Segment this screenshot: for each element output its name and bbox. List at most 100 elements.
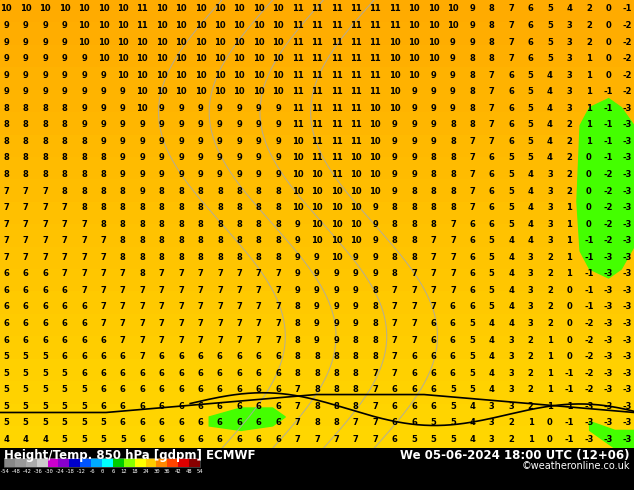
Text: 9: 9 bbox=[139, 170, 145, 179]
Text: 7: 7 bbox=[42, 203, 48, 212]
Text: 2: 2 bbox=[527, 385, 534, 394]
Text: 8: 8 bbox=[101, 170, 107, 179]
Text: 6: 6 bbox=[100, 336, 107, 344]
Text: 6: 6 bbox=[275, 402, 281, 411]
Bar bbox=[0, 157, 634, 179]
Text: 5: 5 bbox=[527, 71, 534, 80]
Text: 11: 11 bbox=[311, 38, 323, 47]
Text: 8: 8 bbox=[295, 319, 301, 328]
Text: -3: -3 bbox=[623, 270, 632, 278]
Text: 7: 7 bbox=[178, 302, 184, 312]
Text: 11: 11 bbox=[350, 54, 362, 63]
Text: 6: 6 bbox=[42, 270, 48, 278]
Text: 6: 6 bbox=[217, 435, 223, 444]
Text: 6: 6 bbox=[392, 385, 398, 394]
Text: -30: -30 bbox=[42, 469, 53, 474]
Text: 10: 10 bbox=[1, 4, 12, 13]
Text: -1: -1 bbox=[584, 253, 593, 262]
Text: 10: 10 bbox=[156, 87, 167, 96]
Text: 9: 9 bbox=[61, 71, 67, 80]
Text: 7: 7 bbox=[139, 286, 145, 295]
Text: 5: 5 bbox=[508, 170, 514, 179]
Text: 10: 10 bbox=[59, 4, 70, 13]
Text: 10: 10 bbox=[253, 87, 264, 96]
Text: 4: 4 bbox=[566, 4, 573, 13]
Text: 8: 8 bbox=[275, 187, 281, 196]
Polygon shape bbox=[577, 98, 634, 278]
Text: 7: 7 bbox=[23, 253, 29, 262]
Text: 6: 6 bbox=[508, 71, 514, 80]
Text: 10: 10 bbox=[330, 253, 342, 262]
Text: 8: 8 bbox=[372, 286, 378, 295]
Text: 7: 7 bbox=[236, 336, 242, 344]
Text: 9: 9 bbox=[120, 104, 126, 113]
Text: 10: 10 bbox=[292, 203, 304, 212]
Text: -3: -3 bbox=[623, 253, 632, 262]
Text: 6: 6 bbox=[527, 21, 534, 30]
Text: 8: 8 bbox=[198, 187, 204, 196]
Text: 10: 10 bbox=[156, 54, 167, 63]
Text: 10: 10 bbox=[330, 236, 342, 245]
Text: 6: 6 bbox=[469, 302, 476, 312]
Text: 7: 7 bbox=[353, 418, 359, 427]
Text: 7: 7 bbox=[372, 385, 378, 394]
Text: 0: 0 bbox=[605, 71, 611, 80]
Text: 11: 11 bbox=[292, 54, 304, 63]
Text: -1: -1 bbox=[565, 435, 574, 444]
Text: 9: 9 bbox=[256, 104, 262, 113]
Text: 6: 6 bbox=[275, 418, 281, 427]
Text: 8: 8 bbox=[139, 270, 145, 278]
Text: 8: 8 bbox=[158, 203, 165, 212]
Text: 10: 10 bbox=[233, 38, 245, 47]
Text: 0: 0 bbox=[567, 352, 573, 361]
Bar bbox=[0, 45, 634, 67]
Text: 8: 8 bbox=[3, 170, 10, 179]
Bar bbox=[15, 458, 26, 467]
Text: 2: 2 bbox=[547, 319, 553, 328]
Text: 7: 7 bbox=[372, 418, 378, 427]
Text: 9: 9 bbox=[61, 21, 67, 30]
Text: 8: 8 bbox=[178, 236, 184, 245]
Text: 8: 8 bbox=[217, 187, 223, 196]
Text: 4: 4 bbox=[508, 236, 514, 245]
Text: 3: 3 bbox=[567, 21, 573, 30]
Text: -3: -3 bbox=[623, 187, 632, 196]
Text: 11: 11 bbox=[330, 38, 342, 47]
Text: 9: 9 bbox=[430, 137, 436, 146]
Text: 6: 6 bbox=[158, 435, 165, 444]
Text: 6: 6 bbox=[256, 385, 262, 394]
Text: 9: 9 bbox=[333, 302, 339, 312]
Text: 6: 6 bbox=[23, 286, 29, 295]
Text: 11: 11 bbox=[311, 104, 323, 113]
Text: 11: 11 bbox=[292, 87, 304, 96]
Text: 7: 7 bbox=[392, 336, 398, 344]
Text: 5: 5 bbox=[61, 402, 68, 411]
Text: 8: 8 bbox=[198, 236, 204, 245]
Text: 10: 10 bbox=[98, 38, 109, 47]
Text: 8: 8 bbox=[411, 203, 417, 212]
Text: 11: 11 bbox=[311, 121, 323, 129]
Text: 8: 8 bbox=[450, 121, 456, 129]
Text: 10: 10 bbox=[428, 4, 439, 13]
Text: 10: 10 bbox=[273, 38, 284, 47]
Text: 9: 9 bbox=[23, 71, 29, 80]
Text: 7: 7 bbox=[120, 286, 126, 295]
Text: 8: 8 bbox=[217, 203, 223, 212]
Text: 8: 8 bbox=[275, 220, 281, 229]
Text: 8: 8 bbox=[392, 253, 398, 262]
Text: 9: 9 bbox=[42, 21, 48, 30]
Text: 10: 10 bbox=[273, 21, 284, 30]
Text: 9: 9 bbox=[178, 121, 184, 129]
Text: 7: 7 bbox=[295, 418, 301, 427]
Text: 6: 6 bbox=[489, 170, 495, 179]
Text: 48: 48 bbox=[186, 469, 192, 474]
Text: 8: 8 bbox=[489, 21, 495, 30]
Text: -3: -3 bbox=[623, 286, 632, 295]
Text: 11: 11 bbox=[311, 21, 323, 30]
Text: 8: 8 bbox=[314, 368, 320, 378]
Text: 4: 4 bbox=[508, 253, 514, 262]
Text: 8: 8 bbox=[411, 187, 417, 196]
Text: 7: 7 bbox=[236, 319, 242, 328]
Text: 7: 7 bbox=[295, 385, 301, 394]
Text: 6: 6 bbox=[469, 286, 476, 295]
